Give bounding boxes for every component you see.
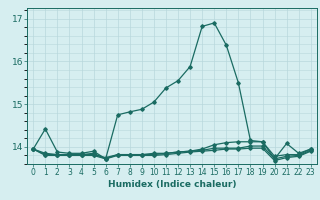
X-axis label: Humidex (Indice chaleur): Humidex (Indice chaleur)	[108, 180, 236, 189]
